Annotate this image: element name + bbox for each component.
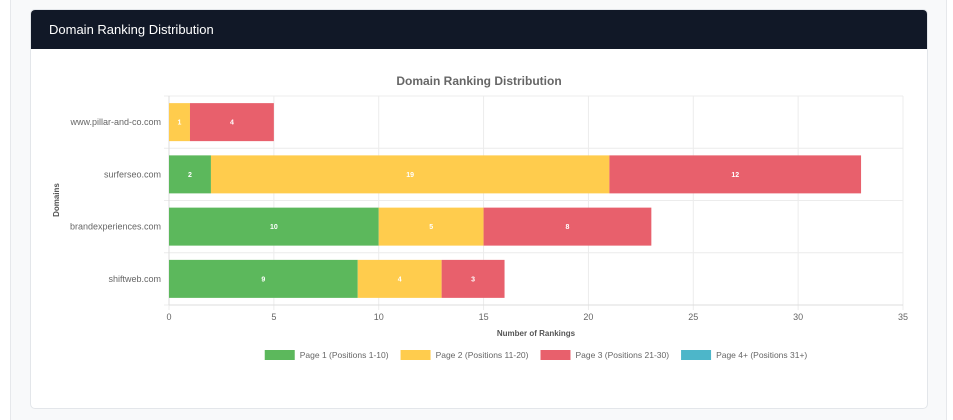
x-tick-label: 25 <box>688 312 698 322</box>
legend-swatch[interactable] <box>540 350 571 360</box>
legend-swatch[interactable] <box>400 350 431 360</box>
bar-segment[interactable] <box>483 207 652 246</box>
left-panel-edge <box>0 0 11 420</box>
bar-segment[interactable] <box>169 155 211 194</box>
right-panel-edge <box>946 0 953 420</box>
bar-segment[interactable] <box>210 155 610 194</box>
legend-item-label[interactable]: Page 2 (Positions 11-20) <box>436 350 529 360</box>
legend-item-label[interactable]: Page 4+ (Positions 31+) <box>716 350 807 360</box>
bar-value-label: 4 <box>398 276 402 283</box>
bar-value-label: 8 <box>566 224 570 231</box>
legend[interactable]: Page 1 (Positions 1-10) Page 2 (Positions… <box>264 350 808 360</box>
bar-value-label: 3 <box>471 276 475 283</box>
y-category-label: www.pillar-and-co.com <box>69 117 161 127</box>
x-tick-label: 30 <box>793 312 803 322</box>
y-category-label: shiftweb.com <box>108 274 161 284</box>
bar-segment[interactable] <box>169 207 379 246</box>
bar-segment[interactable] <box>441 259 505 298</box>
legend-item-label[interactable]: Page 1 (Positions 1-10) <box>300 350 389 360</box>
bar-segment[interactable] <box>378 207 484 246</box>
bar-value-label: 10 <box>270 224 278 231</box>
bar-segment[interactable] <box>169 103 190 142</box>
x-tick-label: 10 <box>374 312 384 322</box>
y-axis-label: Domains <box>52 183 61 217</box>
bar-value-label: 4 <box>230 120 234 127</box>
y-category-label: surferseo.com <box>104 169 161 179</box>
y-categories: www.pillar-and-co.com surferseo.com brande… <box>69 117 161 284</box>
y-category-label: brandexperiences.com <box>70 222 161 232</box>
bars-layer: 1 4 2 19 12 10 5 8 9 4 3 <box>169 103 862 298</box>
x-tick-label: 35 <box>898 312 908 322</box>
legend-item-label[interactable]: Page 3 (Positions 21-30) <box>576 350 670 360</box>
x-tick-label: 5 <box>271 312 276 322</box>
bar-segment[interactable] <box>609 155 862 194</box>
x-tick-label: 15 <box>479 312 489 322</box>
x-tick-label: 0 <box>166 312 171 322</box>
bar-value-label: 12 <box>731 172 739 179</box>
bar-value-label: 9 <box>261 276 265 283</box>
bar-value-label: 19 <box>406 172 414 179</box>
legend-swatch[interactable] <box>681 350 712 360</box>
card-header-title: Domain Ranking Distribution <box>31 10 927 49</box>
bar-segment[interactable] <box>169 259 358 298</box>
bar-segment[interactable] <box>357 259 442 298</box>
bar-segment[interactable] <box>189 103 274 142</box>
bar-value-label: 5 <box>429 224 433 231</box>
chart-title: Domain Ranking Distribution <box>396 74 561 88</box>
bar-value-label: 2 <box>188 172 192 179</box>
x-ticks: 0 5 10 15 20 25 30 35 <box>166 312 908 322</box>
x-axis-label: Number of Rankings <box>497 329 576 338</box>
x-tick-label: 20 <box>583 312 593 322</box>
legend-swatch[interactable] <box>264 350 295 360</box>
bar-value-label: 1 <box>178 120 182 127</box>
